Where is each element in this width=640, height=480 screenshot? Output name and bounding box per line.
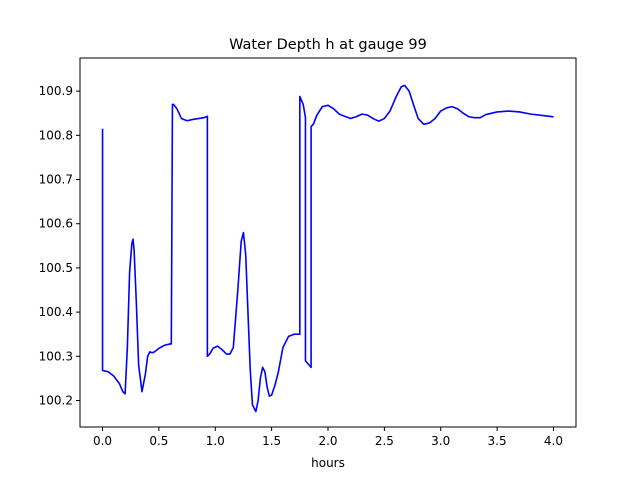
x-tick-label: 1.0 (206, 434, 225, 448)
plot-background (80, 58, 576, 427)
y-tick-label: 100.6 (39, 217, 73, 231)
y-tick-label: 100.4 (39, 305, 73, 319)
x-tick-label: 0.0 (93, 434, 112, 448)
x-tick-label: 2.0 (318, 434, 337, 448)
series-line-0 (101, 84, 554, 413)
y-tick-label: 100.7 (39, 173, 73, 187)
series-layer (101, 84, 554, 413)
x-tick-label: 2.5 (375, 434, 394, 448)
x-axis-label: hours (311, 456, 345, 470)
y-tick-label: 100.2 (39, 393, 73, 407)
y-axis: 100.2 100.3 100.4 100.5 100.6 100.7 100.8 100.9 (39, 84, 80, 407)
y-tick-label: 100.9 (39, 84, 73, 98)
chart-title: Water Depth h at gauge 99 (229, 37, 427, 53)
y-tick-label: 100.5 (39, 261, 73, 275)
y-tick-label: 100.8 (39, 128, 73, 142)
x-tick-label: 0.5 (149, 434, 168, 448)
y-tick-label: 100.3 (39, 349, 73, 363)
x-tick-label: 1.5 (262, 434, 281, 448)
x-axis: 0.0 0.5 1.0 1.5 2.0 2.5 3.0 3.5 4.0 (93, 427, 563, 448)
x-tick-label: 3.0 (431, 434, 450, 448)
x-tick-label: 3.5 (488, 434, 507, 448)
x-tick-label: 4.0 (544, 434, 563, 448)
